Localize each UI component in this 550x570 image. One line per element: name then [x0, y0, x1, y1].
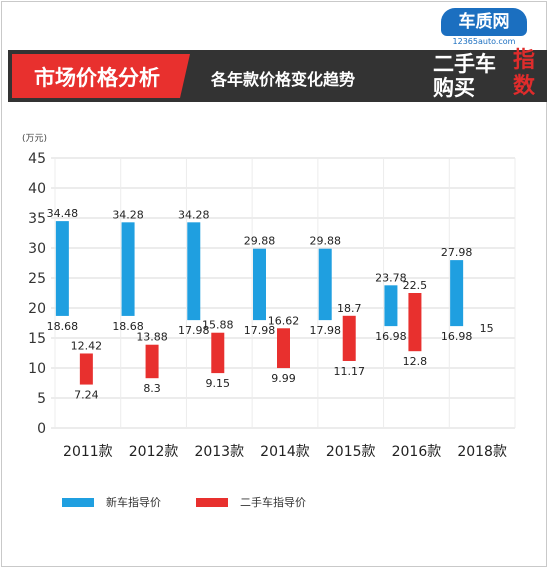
y-tick-label: 10 — [28, 361, 46, 377]
logo-side: 指 数 — [513, 48, 549, 100]
data-label-low: 18.68 — [47, 320, 79, 333]
data-label-low: 11.17 — [333, 365, 365, 378]
y-tick-label: 25 — [28, 271, 46, 287]
data-label-low: 16.98 — [375, 330, 407, 343]
bar-new — [318, 248, 332, 321]
x-tick-label: 2014款 — [260, 444, 310, 460]
y-tick-label: 45 — [28, 151, 46, 167]
header-red-tab — [12, 54, 190, 98]
logo-line2: 购买 — [433, 76, 475, 100]
x-tick-label: 2016款 — [392, 444, 442, 460]
legend-item-used: 二手车指导价 — [196, 494, 306, 510]
y-tick-label: 0 — [37, 421, 46, 437]
bar-new — [253, 248, 266, 321]
x-axis-labels: 2011款 2012款 2013款 2014款 2015款 2016款 2018款 — [63, 444, 507, 460]
grid-lines — [51, 157, 516, 429]
y-tick-label: 15 — [28, 331, 46, 347]
legend-item-new: 新车指导价 — [62, 494, 161, 510]
bar-new — [450, 260, 464, 327]
data-label-low: 12.8 — [403, 355, 428, 368]
bar-used — [342, 315, 356, 361]
data-label-high: 15.88 — [202, 319, 234, 332]
data-label-low: 17.98 — [244, 324, 276, 337]
y-tick-label: 40 — [28, 181, 46, 197]
data-label-high: 29.88 — [309, 235, 341, 248]
brand-logo: 车质网 12365auto.com 二手车 购买 指 数 — [425, 8, 550, 108]
x-tick-label: 2011款 — [63, 444, 113, 460]
bar-new — [121, 222, 135, 316]
legend: 新车指导价 二手车指导价 — [0, 488, 550, 518]
legend-label-new: 新车指导价 — [106, 496, 161, 509]
x-tick-label: 2018款 — [457, 444, 507, 460]
data-label-high: 27.98 — [441, 246, 473, 259]
data-label-low: 9.99 — [271, 372, 296, 385]
data-label-high: 34.48 — [47, 207, 79, 220]
data-label-low: 17.98 — [309, 324, 341, 337]
data-label-high: 13.88 — [136, 331, 168, 344]
x-tick-label: 2013款 — [194, 444, 244, 460]
y-tick-label: 5 — [37, 391, 46, 407]
data-label-low: 17.98 — [178, 324, 210, 337]
bar-new — [55, 221, 69, 316]
logo-side2: 数 — [513, 74, 536, 99]
bar-new — [187, 222, 201, 321]
logo-line1: 二手车 — [433, 52, 496, 76]
data-label-high: 22.5 — [403, 279, 428, 292]
logo-brand: 车质网 — [441, 8, 527, 36]
header-title: 市场价格分析 — [34, 66, 160, 90]
bars — [55, 221, 464, 385]
data-label-low: 8.3 — [143, 382, 161, 395]
data-label-high: 23.78 — [375, 271, 407, 284]
data-label-high: 34.28 — [112, 208, 144, 221]
data-label-low: 16.98 — [441, 330, 473, 343]
data-label-high: 18.7 — [337, 302, 362, 315]
data-label-high: 12.42 — [71, 339, 103, 352]
bar-new — [384, 285, 398, 327]
data-label-low: 18.68 — [112, 320, 144, 333]
logo-side1: 指 — [513, 48, 536, 73]
data-labels: 34.48 18.68 34.28 18.68 34.28 17.98 29.88 17.98… — [47, 207, 494, 401]
bar-used — [145, 344, 159, 379]
legend-swatch-used — [196, 497, 228, 507]
logo-line: 二手车 购买 — [433, 52, 513, 100]
data-label-high: 29.88 — [244, 235, 276, 248]
data-label-high: 34.28 — [178, 208, 210, 221]
data-label-high: 15 — [480, 322, 494, 335]
x-tick-label: 2015款 — [326, 444, 376, 460]
header-subtitle: 各年款价格变化趋势 — [210, 70, 355, 89]
legend-label-used: 二手车指导价 — [240, 496, 306, 509]
data-label-low: 7.24 — [74, 389, 99, 402]
y-axis: 0 5 10 15 20 25 30 35 40 45 — [28, 151, 46, 437]
bar-used — [79, 353, 93, 385]
data-label-low: 9.15 — [206, 377, 231, 390]
bar-used — [277, 328, 290, 369]
bar-used — [211, 332, 225, 374]
y-unit-label: (万元) — [22, 134, 47, 144]
data-label-high: 16.62 — [268, 314, 300, 327]
bar-used — [408, 293, 422, 352]
y-tick-label: 35 — [28, 211, 46, 227]
y-tick-label: 30 — [28, 241, 46, 257]
x-tick-label: 2012款 — [129, 444, 179, 460]
logo-url: 12365auto.com — [452, 37, 516, 46]
y-tick-label: 20 — [28, 301, 46, 317]
legend-swatch-new — [62, 497, 94, 507]
